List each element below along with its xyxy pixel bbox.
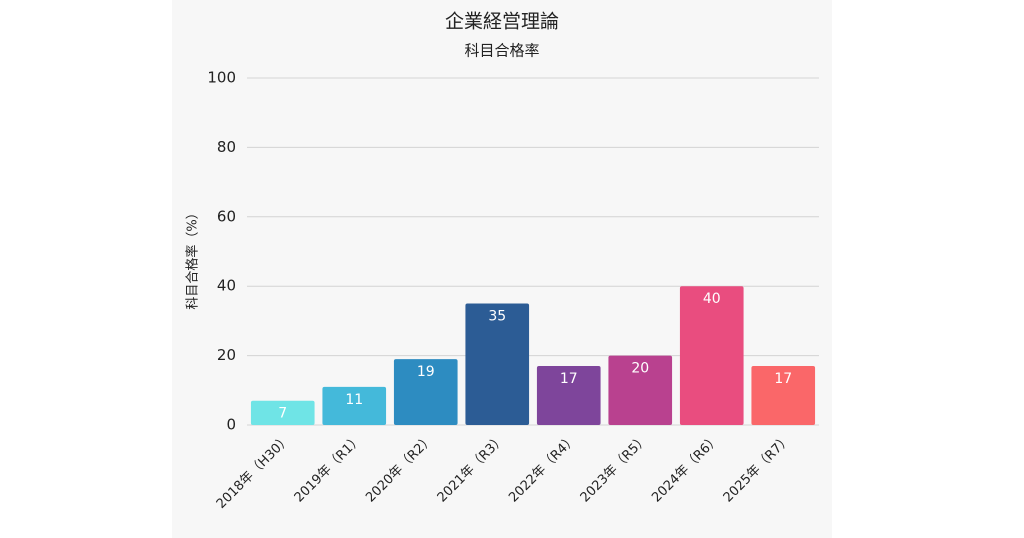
- bar: [322, 386, 387, 425]
- chart-panel: [172, 0, 832, 538]
- bar: [751, 366, 816, 425]
- y-tick-label: 20: [217, 346, 236, 364]
- y-tick-label: 60: [217, 207, 236, 225]
- y-tick-label: 100: [207, 69, 236, 87]
- chart-subtitle: 科目合格率: [464, 42, 539, 60]
- data-label: 19: [417, 364, 435, 380]
- y-axis-label: 科目合格率（%）: [185, 206, 201, 309]
- bar: [250, 400, 315, 425]
- data-label: 11: [345, 392, 363, 408]
- y-tick-label: 80: [217, 138, 236, 156]
- data-label: 17: [774, 371, 792, 387]
- data-label: 35: [488, 309, 506, 325]
- bar: [465, 303, 530, 425]
- bar: [608, 355, 673, 425]
- data-label: 20: [631, 361, 649, 377]
- bar: [679, 286, 744, 425]
- bar: [393, 359, 458, 425]
- data-label: 17: [560, 371, 578, 387]
- data-label: 7: [278, 406, 287, 422]
- chart-title: 企業経営理論: [445, 11, 559, 33]
- data-label: 40: [703, 291, 721, 307]
- y-tick-label: 40: [217, 277, 236, 295]
- bar: [536, 366, 601, 425]
- y-tick-label: 0: [226, 416, 236, 434]
